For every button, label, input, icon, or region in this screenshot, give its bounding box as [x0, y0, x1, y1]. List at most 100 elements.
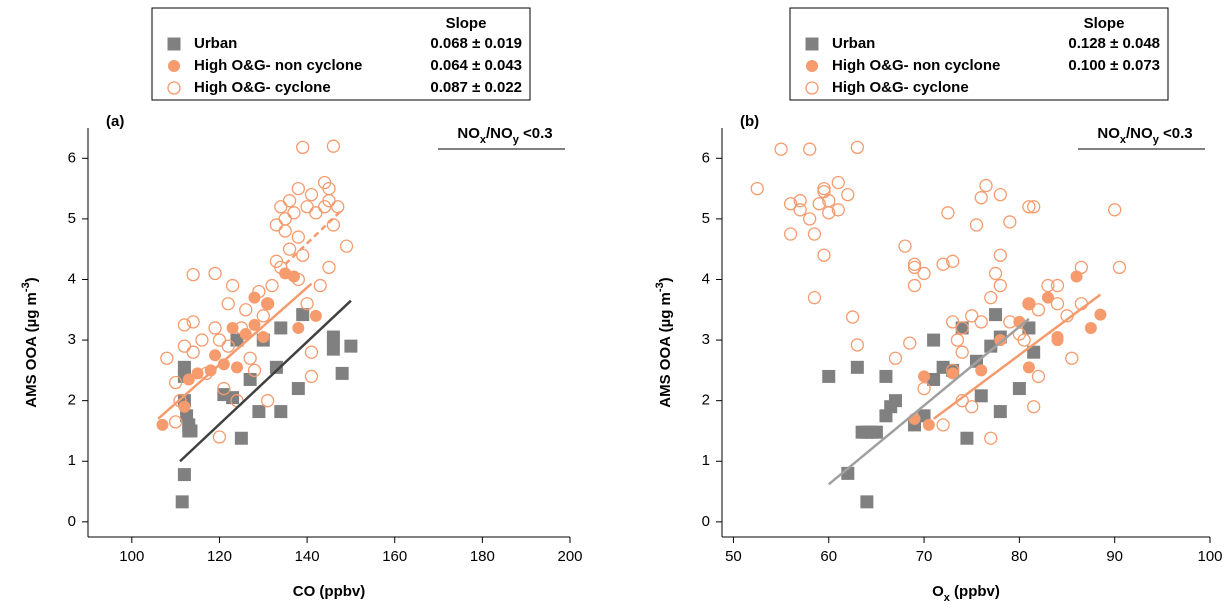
- circle-marker: [831, 175, 845, 190]
- circle-marker: [1050, 297, 1065, 311]
- circle-marker: [783, 197, 798, 211]
- circle-marker: [974, 191, 988, 205]
- circle-marker: [793, 194, 807, 208]
- x-tick-label: 120: [207, 548, 232, 565]
- circle-marker: [313, 278, 327, 293]
- circle-marker: [1022, 200, 1036, 214]
- y-tick-label: 4: [702, 270, 710, 287]
- square-marker: [869, 425, 883, 439]
- square-marker: [993, 405, 1007, 419]
- square-marker: [184, 424, 198, 438]
- circle-marker: [230, 361, 243, 374]
- square-marker: [269, 360, 283, 374]
- y-tick-label: 5: [68, 210, 76, 227]
- legend-slope: 0.064 ± 0.043: [430, 57, 522, 74]
- circle-marker: [1108, 203, 1122, 217]
- circle-marker: [922, 418, 935, 431]
- circle-marker: [278, 212, 292, 226]
- circle-marker: [225, 278, 240, 293]
- circle-marker: [221, 297, 235, 311]
- circle-marker: [946, 315, 960, 329]
- circle-marker: [1031, 369, 1046, 384]
- legend-label: Urban: [832, 35, 875, 52]
- circle-marker: [282, 242, 297, 256]
- circle-marker: [831, 203, 845, 217]
- square-marker: [252, 405, 266, 419]
- circle-marker: [1003, 215, 1017, 229]
- text-part: NO: [1097, 125, 1120, 142]
- x-tick-label: 160: [382, 548, 407, 565]
- square-marker: [927, 372, 941, 386]
- circle-marker: [156, 418, 169, 431]
- circle-marker: [975, 364, 988, 377]
- circle-marker: [247, 363, 262, 378]
- circle-marker: [326, 218, 341, 232]
- y-tick-label: 4: [68, 270, 76, 287]
- legend-box: [151, 7, 531, 101]
- legend-label: High O&G- cyclone: [832, 79, 969, 96]
- square-marker: [326, 342, 340, 356]
- circle-marker: [807, 291, 822, 305]
- circle-marker: [950, 333, 965, 347]
- y-tick-label: 1: [68, 452, 76, 469]
- text-part: AMS OOA (µg m: [23, 292, 40, 408]
- square-marker: [291, 382, 305, 396]
- circle-marker: [984, 291, 998, 305]
- circle-marker: [1031, 303, 1046, 317]
- text-part: O: [932, 583, 944, 600]
- circle-marker: [750, 181, 764, 196]
- y-tick-label: 6: [68, 149, 76, 166]
- text-part: -3: [20, 282, 32, 292]
- circle-marker: [845, 310, 860, 324]
- circle-marker: [186, 267, 200, 282]
- x-tick-label: 60: [820, 548, 837, 565]
- text-part: CO (ppbv): [293, 583, 366, 600]
- circle-marker: [793, 203, 807, 217]
- circle-marker: [841, 188, 855, 202]
- square-marker: [296, 308, 310, 322]
- circle-marker: [1074, 260, 1088, 275]
- text-part: ): [657, 277, 674, 282]
- circle-marker: [1022, 361, 1035, 374]
- x-tick-label: 80: [1011, 548, 1028, 565]
- circle-marker: [168, 60, 180, 72]
- circle-marker: [304, 369, 319, 384]
- square-marker: [274, 405, 288, 419]
- text-part: y: [1153, 134, 1160, 146]
- panel-label: (b): [740, 113, 759, 130]
- circle-marker: [907, 257, 922, 271]
- circle-marker: [261, 394, 275, 408]
- legend-label: Urban: [194, 35, 237, 52]
- circle-marker: [955, 321, 969, 335]
- circle-marker: [257, 331, 270, 344]
- circle-marker: [186, 345, 200, 359]
- y-axis-title: AMS OOA (µg m-3): [654, 277, 674, 407]
- circle-marker: [1051, 334, 1064, 347]
- circle-marker: [296, 248, 310, 262]
- square-marker: [175, 495, 189, 509]
- y-tick-label: 2: [702, 392, 710, 409]
- square-marker: [989, 308, 1003, 322]
- circle-marker: [822, 194, 836, 208]
- square-marker: [805, 37, 819, 51]
- circle-marker: [291, 272, 305, 287]
- square-marker: [822, 369, 836, 383]
- x-tick-label: 100: [119, 548, 144, 565]
- text-part: /NO: [486, 125, 513, 142]
- annotation: NOx/NOy <0.3: [1097, 125, 1192, 146]
- circle-marker: [261, 297, 275, 311]
- circle-marker: [1065, 351, 1079, 365]
- circle-marker: [946, 254, 960, 268]
- circle-marker: [1022, 297, 1036, 311]
- circle-marker: [248, 291, 261, 304]
- circle-marker: [803, 142, 817, 156]
- circle-marker: [256, 309, 270, 323]
- circle-marker: [917, 381, 931, 396]
- x-tick-label: 100: [1197, 548, 1222, 565]
- circle-marker: [339, 239, 354, 253]
- circle-marker: [309, 206, 323, 220]
- circle-marker: [309, 309, 322, 322]
- circle-marker: [903, 336, 917, 350]
- circle-marker: [239, 303, 253, 317]
- circle-marker: [221, 339, 235, 353]
